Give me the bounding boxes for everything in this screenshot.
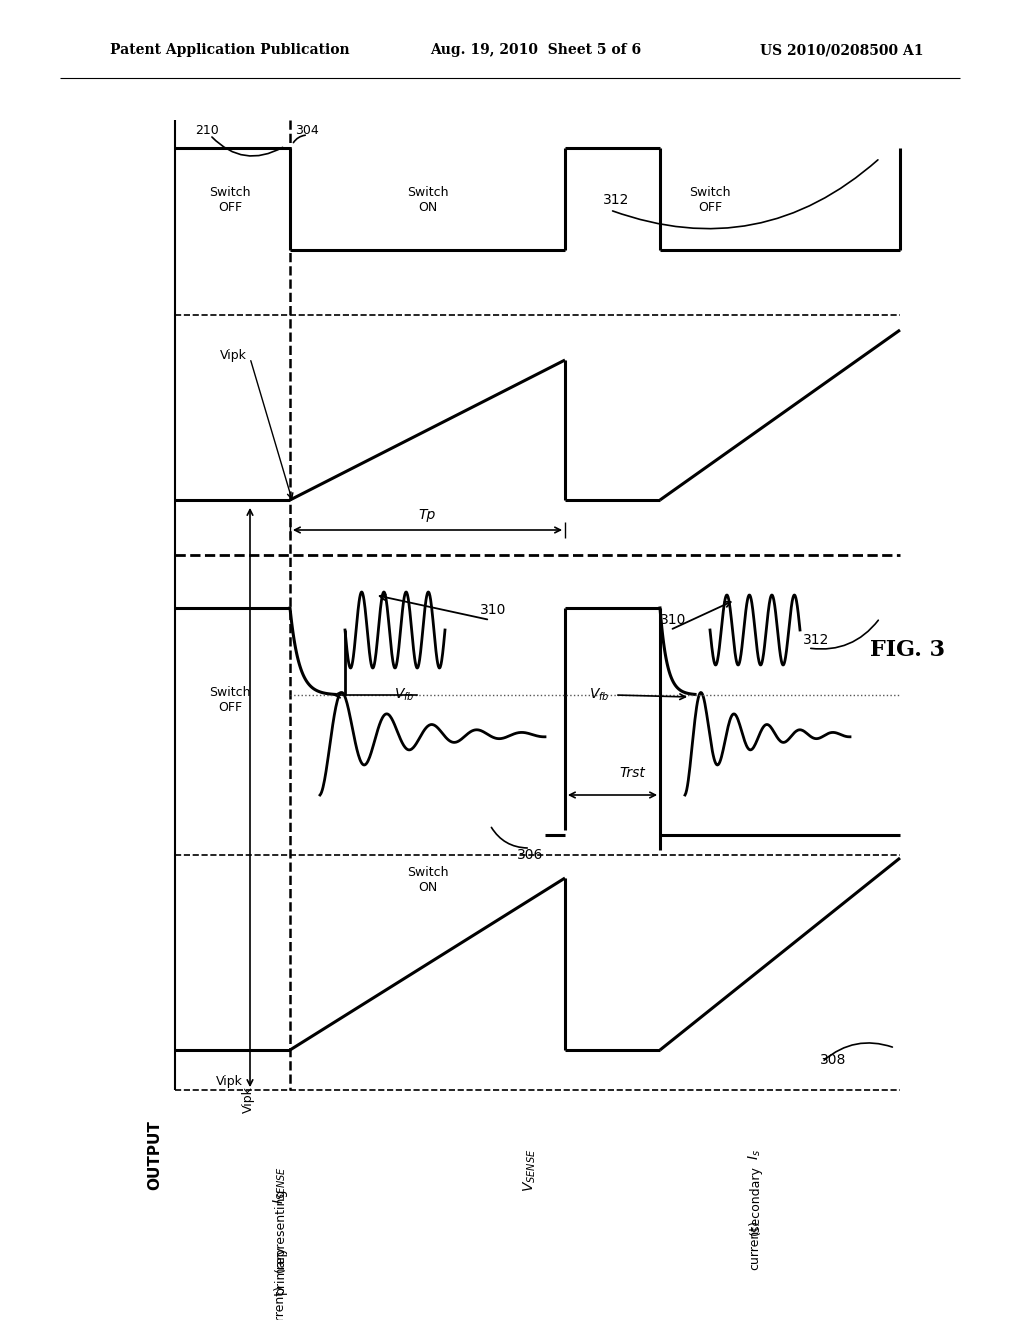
Text: current): current) (273, 1284, 287, 1320)
Text: $\mathit{V_{fb}}$: $\mathit{V_{fb}}$ (394, 686, 415, 704)
Text: 304: 304 (295, 124, 318, 136)
Text: $I_{SENSE}$: $I_{SENSE}$ (271, 1166, 288, 1204)
Text: Vipk: Vipk (220, 348, 247, 362)
Text: Switch
ON: Switch ON (408, 866, 449, 894)
Text: (representing: (representing (273, 1188, 287, 1272)
Text: Vipk: Vipk (242, 1086, 255, 1114)
Text: Switch
OFF: Switch OFF (209, 686, 251, 714)
Text: $\mathit{V_{fb}}$: $\mathit{V_{fb}}$ (590, 686, 610, 704)
Text: Trst: Trst (620, 766, 645, 780)
Text: Tp: Tp (419, 508, 435, 521)
Text: 306: 306 (517, 847, 543, 862)
Text: Switch
OFF: Switch OFF (689, 186, 731, 214)
Text: FIG. 3: FIG. 3 (870, 639, 945, 661)
Text: 308: 308 (820, 1053, 847, 1067)
Text: OUTPUT: OUTPUT (147, 1121, 163, 1189)
Text: current): current) (749, 1220, 762, 1270)
Text: Vipk: Vipk (216, 1076, 243, 1089)
Text: US 2010/0208500 A1: US 2010/0208500 A1 (760, 44, 924, 57)
Text: primary: primary (273, 1246, 287, 1295)
Text: Switch
ON: Switch ON (408, 186, 449, 214)
Text: 310: 310 (480, 603, 507, 616)
Text: (secondary: (secondary (749, 1166, 762, 1236)
Text: Patent Application Publication: Patent Application Publication (110, 44, 349, 57)
Text: 312: 312 (603, 193, 630, 207)
Text: Aug. 19, 2010  Sheet 5 of 6: Aug. 19, 2010 Sheet 5 of 6 (430, 44, 641, 57)
Text: 210: 210 (195, 124, 219, 136)
Text: $V_{SENSE}$: $V_{SENSE}$ (522, 1148, 539, 1192)
Text: 310: 310 (660, 612, 686, 627)
Text: Switch
OFF: Switch OFF (209, 186, 251, 214)
Text: 312: 312 (803, 634, 829, 647)
Text: $I_s$: $I_s$ (746, 1150, 763, 1160)
